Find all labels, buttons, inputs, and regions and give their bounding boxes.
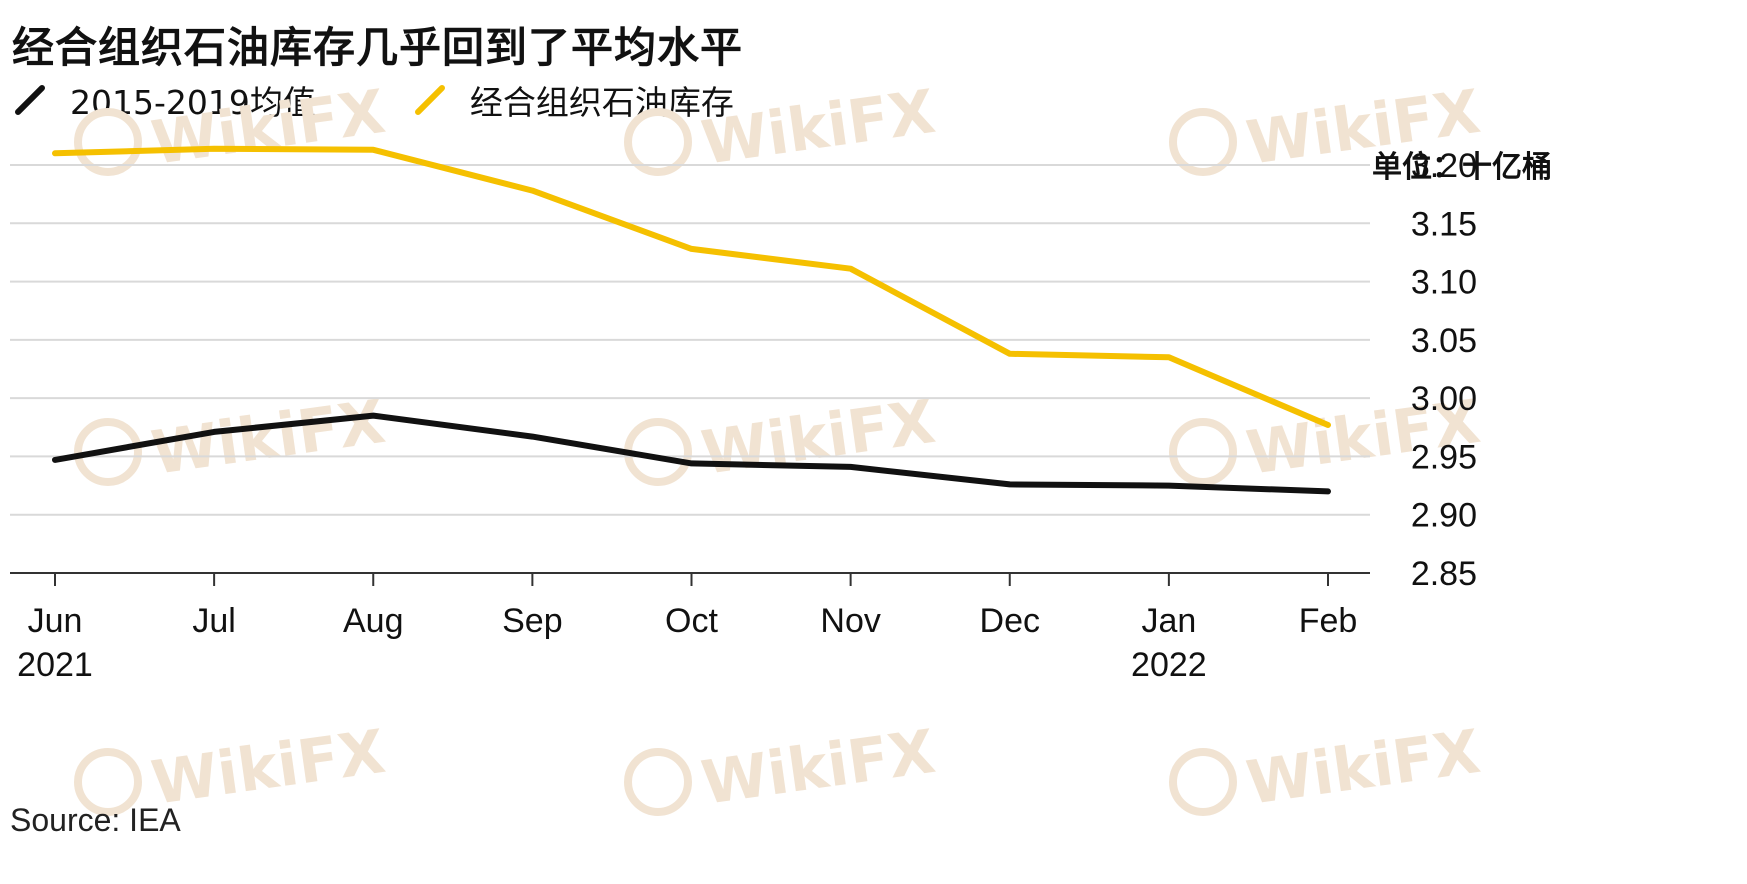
source-note: Source: IEA — [10, 802, 181, 838]
x-year-label: 2022 — [1131, 646, 1207, 684]
unit-label: 单位：十亿桶 — [1372, 150, 1552, 185]
x-tick-label: Jul — [192, 602, 235, 640]
watermark-logo-icon — [1169, 748, 1237, 816]
watermark: WikiFX — [1169, 717, 1484, 819]
y-tick-label: 3.20 — [1411, 147, 1477, 185]
y-tick-label: 3.10 — [1411, 264, 1477, 302]
watermark-text: WikiFX — [147, 717, 389, 819]
x-tick-label: Dec — [980, 602, 1040, 640]
watermark-text: WikiFX — [697, 717, 939, 819]
watermark-text: WikiFX — [697, 77, 939, 179]
watermark-text: WikiFX — [1242, 717, 1484, 819]
gridlines — [10, 164, 1370, 516]
legend-label-stock: 经合组织石油库存 — [469, 83, 734, 122]
legend-item-stock: 经合组织石油库存 — [412, 76, 734, 124]
watermark-logo-icon — [74, 108, 142, 176]
y-tick-label: 3.00 — [1411, 380, 1477, 418]
x-tick-label: Aug — [343, 602, 404, 640]
watermark-logo-icon — [624, 108, 692, 176]
watermark: WikiFX — [74, 387, 389, 489]
y-tick-label: 3.05 — [1411, 322, 1477, 360]
chart-title: 经合组织石油库存几乎回到了平均水平 — [12, 23, 744, 72]
x-tick-label: Jan — [1141, 602, 1196, 640]
legend-swatch-average-icon — [12, 83, 48, 117]
x-tick-label: Nov — [820, 602, 880, 640]
watermark-logo-icon — [1169, 108, 1237, 176]
x-tick-label: Feb — [1299, 602, 1358, 640]
y-tick-label: 2.85 — [1411, 555, 1477, 593]
watermark: WikiFX — [624, 717, 939, 819]
series-line-stock — [52, 145, 1331, 428]
x-tick-label: Sep — [502, 602, 563, 640]
watermark: WikiFX — [74, 77, 389, 179]
series-lines — [52, 145, 1331, 495]
y-tick-label: 2.90 — [1411, 497, 1477, 535]
watermark-text: WikiFX — [147, 77, 389, 179]
legend: 2015-2019均值 经合组织石油库存 — [12, 78, 734, 122]
x-tick-label: Jun — [28, 602, 83, 640]
watermark-logo-icon — [624, 748, 692, 816]
y-tick-label: 2.95 — [1411, 438, 1477, 476]
legend-swatch-stock-icon — [412, 83, 448, 117]
watermark-logo-icon — [74, 418, 142, 486]
y-axis-labels: 3.20 3.15 3.10 3.05 3.00 2.95 2.90 2.85 单位：十亿桶 — [1372, 147, 1552, 593]
x-tick-label: Oct — [665, 602, 718, 640]
watermark-logo-icon — [74, 748, 142, 816]
series-line-average — [52, 412, 1331, 495]
x-axis — [10, 572, 1370, 586]
x-axis-labels: Jun Jul Aug Sep Oct Nov Dec Jan Feb 2021 2022 — [17, 602, 1357, 684]
y-tick-label: 3.15 — [1411, 205, 1477, 243]
watermark: WikiFX — [624, 77, 939, 179]
watermark-logo-icon — [1169, 418, 1237, 486]
x-year-label: 2021 — [17, 646, 93, 684]
